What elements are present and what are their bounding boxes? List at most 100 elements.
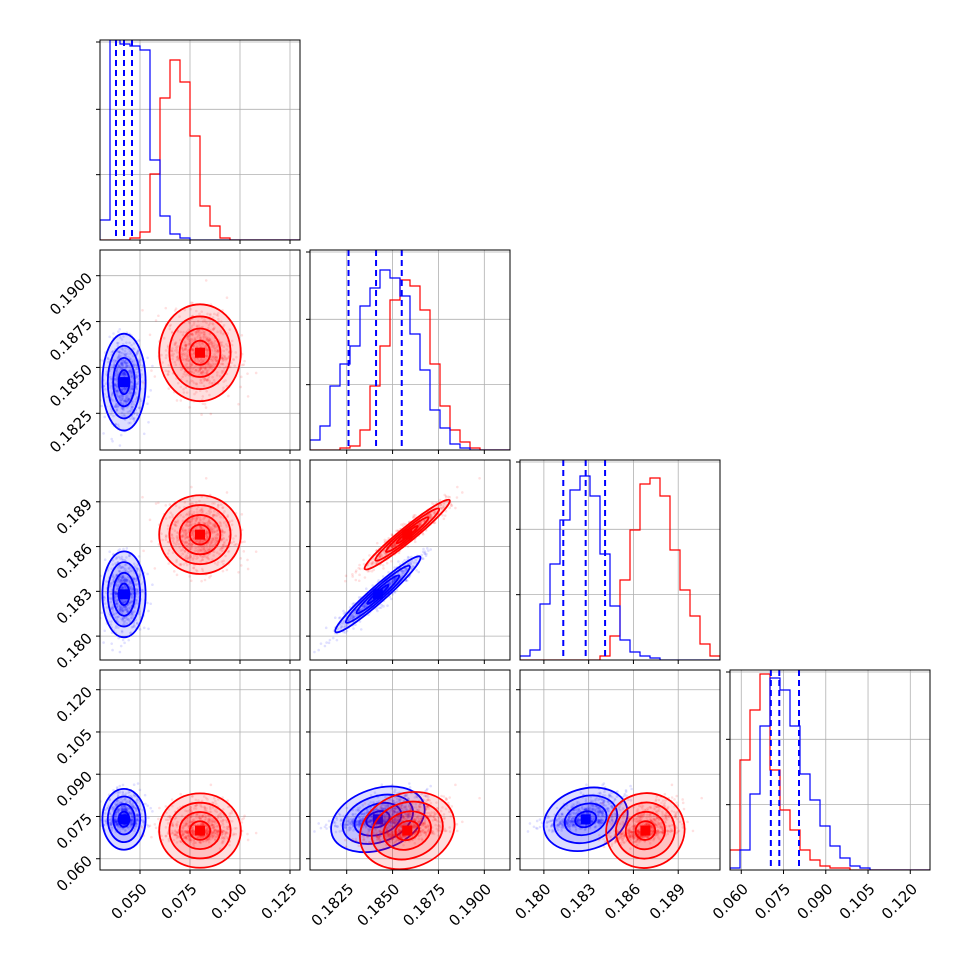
scatter-point — [116, 355, 120, 359]
scatter-point — [199, 366, 203, 370]
scatter-point — [115, 595, 119, 598]
density-peak — [195, 529, 205, 540]
scatter-point — [201, 569, 205, 573]
scatter-point — [207, 323, 211, 327]
scatter-point — [378, 556, 381, 559]
scatter-point — [407, 556, 411, 559]
scatter-point — [122, 352, 126, 356]
scatter-point — [179, 338, 182, 342]
scatter-point — [131, 359, 134, 362]
scatter-point — [216, 349, 220, 353]
scatter-point — [121, 407, 125, 411]
scatter-point — [114, 803, 117, 806]
scatter-point — [197, 521, 201, 525]
scatter-point — [131, 378, 134, 382]
scatter-point — [119, 351, 122, 355]
scatter-point — [222, 386, 225, 390]
scatter-point — [324, 626, 328, 630]
scatter-point — [103, 819, 106, 823]
scatter-point — [214, 358, 218, 362]
scatter-point — [131, 818, 135, 822]
scatter-point — [138, 628, 142, 631]
scatter-point — [226, 356, 230, 360]
scatter-point — [174, 341, 178, 344]
scatter-point — [193, 357, 197, 361]
scatter-point — [190, 512, 194, 515]
scatter-point — [131, 820, 134, 823]
scatter-point — [194, 359, 197, 363]
scatter-point — [171, 539, 175, 543]
scatter-point — [109, 413, 113, 416]
scatter-point — [126, 361, 130, 364]
scatter-point — [209, 340, 213, 344]
scatter-point — [175, 350, 179, 354]
scatter-point — [224, 358, 227, 362]
scatter-point — [141, 495, 144, 499]
scatter-point — [173, 343, 176, 346]
scatter-point — [210, 364, 213, 368]
scatter-point — [109, 376, 112, 379]
scatter-point — [134, 583, 138, 586]
scatter-point — [137, 406, 141, 410]
scatter-point — [126, 603, 130, 607]
scatter-point — [127, 617, 131, 621]
scatter-point — [344, 574, 348, 578]
scatter-point — [110, 581, 113, 585]
scatter-point — [184, 523, 188, 526]
scatter-point — [118, 564, 122, 568]
scatter-point — [134, 363, 138, 367]
scatter-point — [124, 605, 128, 609]
scatter-point — [204, 533, 208, 536]
scatter-point — [423, 550, 427, 553]
scatter-point — [184, 556, 187, 559]
scatter-point — [195, 569, 199, 573]
scatter-point — [174, 523, 177, 527]
scatter-point — [117, 569, 121, 573]
scatter-point — [393, 566, 396, 569]
contour-line — [158, 494, 242, 575]
scatter-point — [119, 609, 123, 612]
scatter-point — [226, 550, 230, 554]
scatter-point — [214, 537, 218, 540]
scatter-point — [345, 629, 349, 633]
scatter-point — [127, 398, 131, 401]
scatter-point — [354, 578, 358, 582]
scatter-point — [124, 808, 128, 812]
scatter-point — [104, 821, 108, 825]
scatter-point — [130, 822, 134, 826]
scatter-point — [214, 339, 217, 343]
scatter-point — [123, 373, 126, 377]
scatter-point — [181, 535, 185, 539]
scatter-point — [220, 546, 224, 550]
scatter-point — [130, 374, 134, 378]
scatter-point — [114, 815, 118, 819]
scatter-point — [115, 820, 118, 823]
scatter-point — [232, 537, 235, 540]
scatter-point — [224, 357, 228, 360]
scatter-point — [358, 573, 361, 577]
scatter-point — [123, 386, 126, 390]
scatter-point — [180, 353, 184, 357]
scatter-point — [186, 358, 189, 361]
scatter-point — [232, 358, 236, 362]
scatter-point — [402, 569, 406, 573]
scatter-point — [118, 827, 122, 830]
scatter-point — [385, 552, 389, 556]
scatter-point — [132, 576, 136, 580]
scatter-point — [209, 364, 212, 367]
scatter-point — [119, 557, 122, 560]
scatter-point — [223, 356, 226, 360]
scatter-point — [360, 607, 363, 611]
scatter-point — [130, 613, 133, 616]
scatter-point — [150, 369, 153, 372]
scatter-point — [123, 359, 127, 363]
scatter-point — [179, 562, 183, 566]
scatter-point — [128, 811, 131, 815]
scatter-point — [176, 345, 179, 348]
scatter-point — [362, 607, 365, 610]
scatter-point — [124, 563, 128, 566]
scatter-point — [112, 363, 116, 367]
scatter-point — [199, 357, 203, 361]
panel-content — [100, 460, 300, 660]
scatter-point — [134, 807, 138, 811]
